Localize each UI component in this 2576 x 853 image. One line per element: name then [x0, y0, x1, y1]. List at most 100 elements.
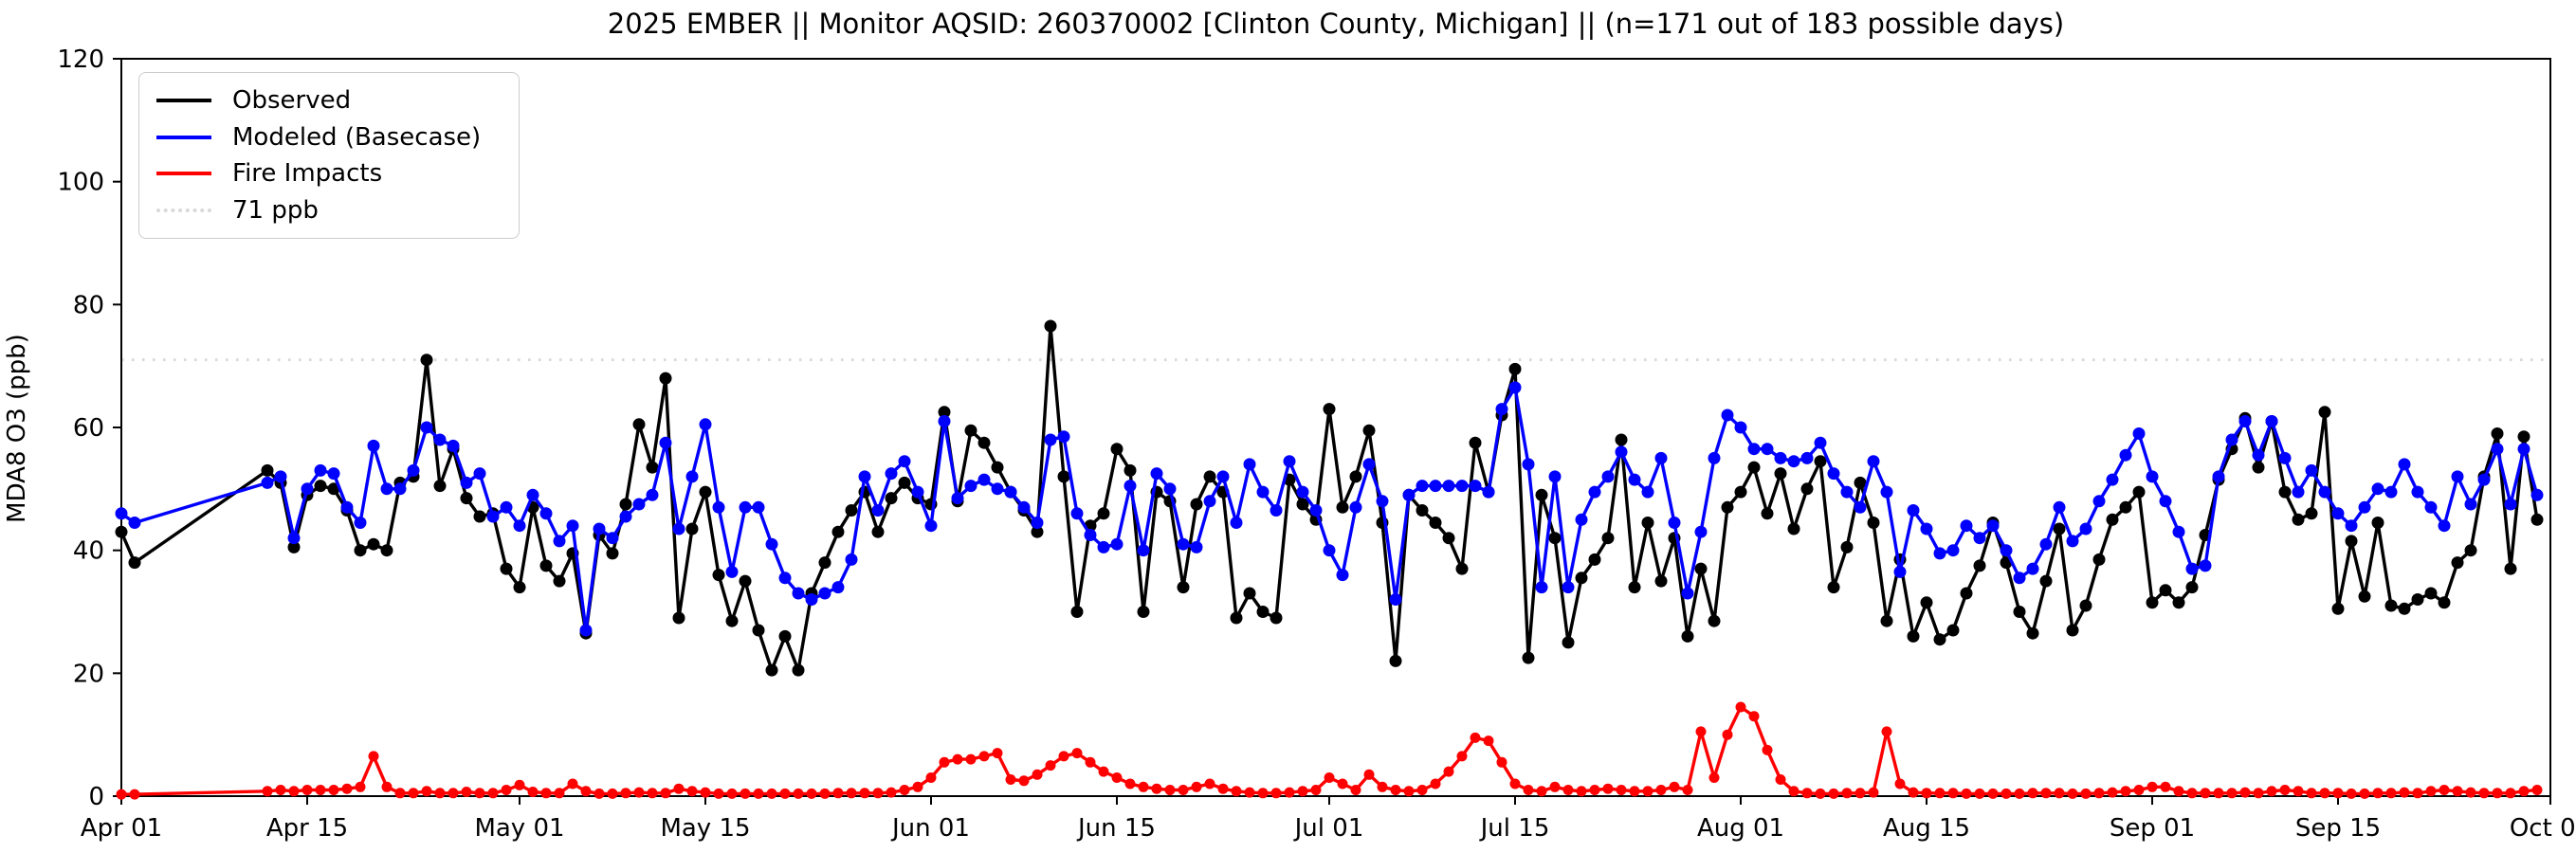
- data-point-marker: [725, 614, 739, 627]
- data-point-marker: [2132, 485, 2146, 499]
- data-point-marker: [1456, 751, 1468, 762]
- data-point-marker: [579, 624, 593, 637]
- data-point-marker: [2066, 535, 2079, 548]
- data-point-marker: [619, 498, 632, 511]
- data-point-marker: [1961, 788, 1972, 799]
- data-point-marker: [1854, 788, 1866, 799]
- data-point-marker: [1893, 565, 1907, 578]
- data-point-marker: [367, 439, 380, 452]
- data-point-marker: [1429, 517, 1442, 529]
- data-point-marker: [1416, 480, 1429, 493]
- data-point-marker: [1150, 467, 1163, 481]
- data-point-marker: [1775, 774, 1786, 785]
- data-point-marker: [871, 504, 885, 517]
- data-point-marker: [554, 788, 565, 799]
- data-point-marker: [1933, 633, 1946, 646]
- x-tick-label: May 15: [660, 814, 750, 843]
- data-point-marker: [2014, 788, 2025, 799]
- data-point-marker: [938, 406, 951, 419]
- y-tick-label: 100: [57, 169, 104, 197]
- data-point-marker: [115, 507, 128, 520]
- data-point-marker: [2504, 498, 2517, 511]
- data-point-marker: [2385, 788, 2397, 799]
- x-tick-label: Jun 01: [890, 814, 970, 843]
- data-point-marker: [739, 574, 752, 588]
- x-tick-label: Apr 01: [81, 814, 162, 843]
- data-point-marker: [2147, 781, 2158, 792]
- data-point-marker: [1323, 403, 1336, 416]
- data-point-marker: [1496, 756, 1507, 768]
- data-point-marker: [1323, 544, 1336, 557]
- data-point-marker: [2093, 788, 2105, 799]
- data-point-marker: [1124, 480, 1137, 493]
- data-point-marker: [447, 439, 460, 452]
- data-point-marker: [2438, 596, 2451, 609]
- data-point-marker: [1244, 787, 1255, 798]
- data-point-marker: [1416, 504, 1429, 517]
- data-point-marker: [1788, 786, 1800, 797]
- data-point-marker: [1880, 614, 1893, 627]
- data-point-marker: [725, 565, 739, 578]
- data-point-marker: [1774, 451, 1787, 464]
- data-point-marker: [1735, 701, 1746, 713]
- data-point-marker: [1628, 581, 1641, 594]
- data-point-marker: [646, 461, 659, 474]
- legend-label: Modeled (Basecase): [232, 122, 482, 152]
- data-point-marker: [2053, 522, 2066, 535]
- data-point-marker: [2279, 785, 2291, 795]
- data-point-marker: [1017, 500, 1031, 514]
- data-point-marker: [1137, 544, 1150, 557]
- series-line: [119, 324, 2539, 672]
- data-point-marker: [952, 753, 963, 765]
- data-point-marker: [1523, 785, 1534, 795]
- data-point-marker: [2278, 485, 2292, 499]
- x-tick-label: Jun 15: [1076, 814, 1156, 843]
- data-point-marker: [1429, 480, 1442, 493]
- data-point-marker: [858, 470, 871, 483]
- data-point-marker: [620, 788, 631, 799]
- data-point-marker: [287, 532, 301, 545]
- data-point-marker: [778, 572, 792, 585]
- data-point-marker: [1933, 547, 1946, 560]
- data-point-marker: [818, 587, 831, 600]
- data-point-marker: [448, 788, 459, 799]
- data-point-marker: [1297, 786, 1308, 797]
- data-point-marker: [2026, 626, 2039, 640]
- data-point-marker: [1070, 606, 1084, 618]
- data-point-marker: [1548, 470, 1562, 483]
- data-point-marker: [1203, 495, 1216, 508]
- data-point-marker: [2200, 788, 2211, 799]
- data-point-marker: [1655, 785, 1667, 795]
- data-point-marker: [2345, 535, 2358, 548]
- data-point-marker: [793, 788, 804, 799]
- data-point-marker: [2319, 788, 2330, 799]
- data-point-marker: [1815, 788, 1826, 799]
- data-point-marker: [1495, 403, 1508, 416]
- legend-swatch-line: [156, 135, 211, 139]
- data-point-marker: [992, 748, 1003, 759]
- data-point-marker: [381, 781, 393, 792]
- data-point-marker: [2027, 788, 2038, 799]
- data-point-marker: [2252, 461, 2265, 474]
- data-point-marker: [1324, 772, 1335, 783]
- data-point-marker: [924, 519, 938, 533]
- data-point-marker: [2530, 513, 2544, 526]
- data-point-marker: [1549, 781, 1561, 792]
- data-point-marker: [1694, 562, 1708, 575]
- data-point-marker: [2039, 537, 2053, 551]
- data-point-marker: [1508, 362, 1522, 375]
- legend-swatch-dotted-line: [156, 208, 211, 212]
- data-point-marker: [991, 461, 1004, 474]
- data-point-marker: [1722, 729, 1733, 740]
- data-point-marker: [1960, 587, 1973, 600]
- data-point-marker: [340, 500, 354, 514]
- data-point-marker: [632, 498, 646, 511]
- data-point-marker: [965, 753, 977, 765]
- data-point-marker: [1455, 480, 1469, 493]
- data-point-marker: [1787, 455, 1800, 468]
- data-point-marker: [473, 467, 486, 481]
- data-point-marker: [991, 482, 1004, 496]
- data-point-marker: [685, 522, 699, 535]
- series-observed: [115, 319, 2544, 677]
- data-point-marker: [487, 788, 499, 799]
